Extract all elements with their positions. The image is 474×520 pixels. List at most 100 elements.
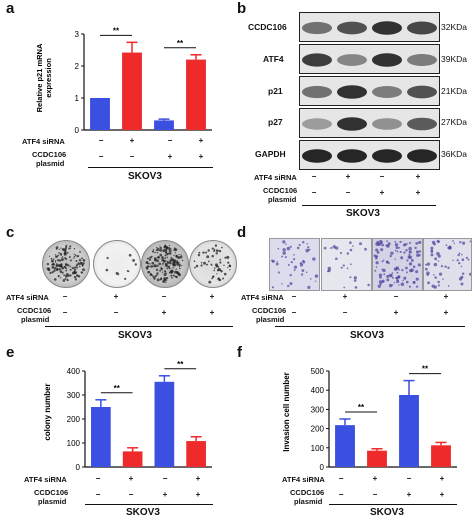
colony-dot xyxy=(217,277,220,280)
colony-dot xyxy=(71,271,75,275)
panel-f-sign: + xyxy=(406,490,412,499)
colony-dot xyxy=(161,271,164,273)
invaded-cell xyxy=(461,272,465,275)
invaded-cell xyxy=(407,255,411,259)
colony-dot xyxy=(159,245,161,247)
colony-dot xyxy=(203,261,206,265)
colony-dish-1 xyxy=(42,240,90,288)
panel-f-row2-label-2: plasmid xyxy=(294,497,323,506)
colony-dot xyxy=(58,259,62,262)
blot-band xyxy=(302,21,332,35)
colony-dot xyxy=(78,265,81,268)
panel-f-row2-label-1: CCDC106 xyxy=(290,488,325,497)
colony-dot xyxy=(82,259,86,262)
colony-dot xyxy=(222,277,225,280)
y-tick-label: 1 xyxy=(75,94,80,103)
panel-e-row2-label-1: CCDC106 xyxy=(34,488,69,497)
invasion-field-3 xyxy=(372,238,423,291)
panel-c-sign: − xyxy=(161,292,167,301)
colony-dot xyxy=(166,264,168,267)
panel-c-sign: − xyxy=(113,308,119,317)
colony-dot xyxy=(156,278,160,282)
invaded-cell xyxy=(401,268,404,272)
invaded-cell xyxy=(305,248,310,253)
colony-dot xyxy=(81,257,84,260)
colony-dot xyxy=(226,255,230,259)
panel-a-chart: 0 1 2 3 ** ** Relative p21 mRNA expression xyxy=(35,26,212,135)
invaded-cell xyxy=(390,274,393,277)
panel-c-sign: − xyxy=(62,292,68,301)
panel-a-row1-label: ATF4 siRNA xyxy=(22,137,65,146)
invaded-cell xyxy=(394,243,399,247)
colony-dot xyxy=(61,257,63,260)
panel-c-sign: + xyxy=(209,292,215,301)
colony-dot xyxy=(76,263,79,266)
blot-band xyxy=(337,21,367,35)
invaded-cell xyxy=(383,273,386,276)
colony-dot xyxy=(165,276,169,280)
invaded-cell xyxy=(427,281,431,285)
significance-stars: ** xyxy=(177,39,184,48)
colony-dot xyxy=(205,263,208,266)
invaded-cell xyxy=(453,242,456,245)
colony-dot xyxy=(61,266,65,270)
colony-dot xyxy=(56,255,58,258)
invaded-cell xyxy=(445,244,448,247)
invaded-cell xyxy=(364,247,367,251)
colony-dot xyxy=(227,266,229,269)
invaded-cell xyxy=(433,285,437,289)
colony-dot xyxy=(164,257,167,260)
invaded-cell xyxy=(405,271,408,274)
invaded-cell xyxy=(458,252,461,255)
invaded-cell xyxy=(378,280,383,284)
colony-dot xyxy=(151,261,155,265)
invaded-cell xyxy=(293,269,296,271)
panel-a-sign: + xyxy=(129,136,135,145)
blot-band xyxy=(337,85,367,99)
colony-dot xyxy=(51,259,54,263)
blot-band xyxy=(302,85,332,99)
invaded-cell xyxy=(374,269,377,272)
colony-dot xyxy=(178,273,181,277)
invaded-cell xyxy=(460,265,463,268)
colony-dot xyxy=(154,258,157,261)
y-tick-label: 300 xyxy=(67,391,81,400)
panel-c-sign: + xyxy=(209,308,215,317)
invaded-cell xyxy=(382,259,385,262)
colony-dot xyxy=(74,278,77,281)
panel-a-letter: a xyxy=(6,0,15,17)
invaded-cell xyxy=(271,259,274,262)
colony-dot xyxy=(57,254,59,257)
colony-dot xyxy=(166,267,168,270)
colony-dot xyxy=(68,256,71,258)
invaded-cell xyxy=(457,253,460,257)
colony-dot xyxy=(193,266,196,269)
colony-dot xyxy=(128,253,132,257)
colony-dot xyxy=(213,249,216,253)
colony-dot xyxy=(156,259,159,263)
blot-band xyxy=(407,149,437,163)
blot-band xyxy=(337,117,367,131)
panel-a-sign: + xyxy=(198,136,204,145)
invaded-cell xyxy=(349,241,352,244)
panel-b-sign: + xyxy=(415,188,421,197)
panel-b-row2-label-1: CCDC106 xyxy=(263,186,298,195)
panel-d-row2-label-2: plasmid xyxy=(256,315,285,324)
colony-dot xyxy=(80,263,82,266)
panel-e-sign: + xyxy=(195,474,201,483)
panel-c-group: SKOV3 xyxy=(118,330,152,341)
kda-p21: 21KDa xyxy=(441,86,467,96)
panel-f-letter: f xyxy=(237,344,242,361)
colony-dot xyxy=(57,275,60,278)
invaded-cell xyxy=(408,253,411,256)
panel-f-sign: + xyxy=(372,474,378,483)
invaded-cell xyxy=(385,244,388,247)
invaded-cell xyxy=(424,267,428,271)
panel-c-sign: + xyxy=(161,308,167,317)
invaded-cell xyxy=(458,261,461,265)
colony-dot xyxy=(159,253,163,257)
bar xyxy=(154,120,174,130)
panel-a-row2-label-1: CCDC106 xyxy=(32,150,67,159)
panel-d-row1-label: ATF4 siRNA xyxy=(241,293,284,302)
invaded-cell xyxy=(409,269,413,273)
